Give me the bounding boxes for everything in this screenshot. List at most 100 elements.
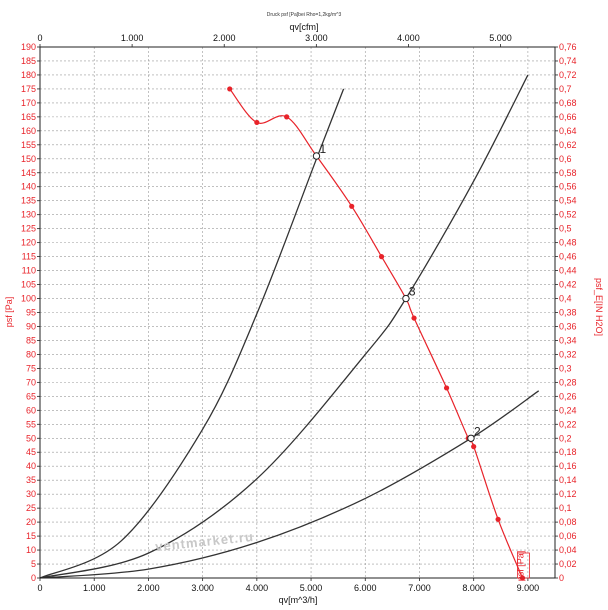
y-left-tick-label: 45 <box>26 447 36 457</box>
y-right-tick-label: 0,74 <box>559 56 577 66</box>
fan-curve-point <box>471 444 477 450</box>
fan-curve-label: psf [Pa] <box>515 551 525 582</box>
y-left-tick-label: 5 <box>31 559 36 569</box>
y-right-tick-label: 0,18 <box>559 447 577 457</box>
y-right-tick-label: 0,46 <box>559 252 577 262</box>
y-right-tick-label: 0,42 <box>559 280 577 290</box>
y-right-tick-label: 0,36 <box>559 321 577 331</box>
y-left-tick-label: 150 <box>21 154 36 164</box>
x-bottom-tick-label: 7.000 <box>408 583 431 593</box>
y-left-tick-label: 120 <box>21 238 36 248</box>
y-right-tick-label: 0 <box>559 573 564 583</box>
y-right-tick-label: 0,44 <box>559 266 577 276</box>
x-bottom-tick-label: 3.000 <box>191 583 214 593</box>
y-right-tick-label: 0,22 <box>559 419 577 429</box>
y-right-tick-label: 0,68 <box>559 98 577 108</box>
fan-curve-label-box <box>517 552 530 579</box>
x-bottom-tick-label: 5.000 <box>300 583 323 593</box>
y-left-tick-label: 180 <box>21 70 36 80</box>
y-right-tick-label: 0,62 <box>559 140 577 150</box>
y-left-tick-label: 110 <box>22 266 36 276</box>
operating-point-label: 1 <box>319 142 326 156</box>
y-right-tick-label: 0,08 <box>559 517 577 527</box>
fan-curve-point <box>254 119 260 126</box>
y-left-tick-label: 125 <box>21 224 36 234</box>
x-top-tick-label: 4.000 <box>397 33 420 43</box>
fan-curve-point <box>443 385 450 391</box>
y-right-tick-label: 0,34 <box>559 335 577 345</box>
operating-point-marker <box>402 294 410 303</box>
operating-point-label: 2 <box>474 424 481 438</box>
y-right-tick-label: 0,26 <box>559 391 577 401</box>
x-bottom-axis-label: qv[m^3/h] <box>279 595 318 605</box>
y-right-tick-label: 0,72 <box>559 70 577 80</box>
operating-point-marker <box>312 152 321 160</box>
y-left-tick-label: 85 <box>26 335 36 345</box>
y-right-tick-label: 0,32 <box>559 349 577 359</box>
y-left-tick-label: 155 <box>21 140 36 150</box>
y-right-tick-label: 0,1 <box>559 503 572 513</box>
y-left-tick-label: 145 <box>21 168 36 178</box>
y-right-tick-label: 0,06 <box>559 531 577 541</box>
y-left-tick-label: 170 <box>21 98 36 108</box>
y-right-tick-label: 0,64 <box>559 126 577 136</box>
y-right-tick-label: 0,28 <box>559 377 577 387</box>
x-top-tick-label: 3.000 <box>305 33 328 43</box>
y-right-tick-label: 0,38 <box>559 308 577 318</box>
y-left-tick-label: 20 <box>26 517 36 527</box>
y-right-tick-label: 0,3 <box>559 363 572 373</box>
y-left-tick-label: 185 <box>21 56 36 66</box>
y-right-tick-label: 0,52 <box>559 210 577 220</box>
y-right-tick-label: 0,54 <box>559 196 577 206</box>
y-left-tick-label: 40 <box>26 461 36 471</box>
y-left-tick-label: 165 <box>21 112 36 122</box>
y-right-tick-label: 0,56 <box>559 182 577 192</box>
y-right-axis-label: psf_E[IN H2O] <box>594 278 604 336</box>
x-top-axis-label: qv[cfm] <box>289 22 318 32</box>
x-bottom-tick-label: 8.000 <box>462 583 485 593</box>
fan-curve-point <box>411 315 417 321</box>
y-left-axis-label: psf [Pa] <box>4 297 14 328</box>
y-left-tick-label: 190 <box>21 42 36 52</box>
y-right-tick-label: 0,6 <box>559 154 572 164</box>
y-right-tick-label: 0,76 <box>559 42 577 52</box>
y-left-tick-label: 30 <box>26 489 36 499</box>
y-left-tick-label: 0 <box>31 573 36 583</box>
chart-title: Druck psf [Pa]bei Rho=1,2kg/m^3 <box>267 12 342 18</box>
x-bottom-tick-label: 0 <box>37 583 42 593</box>
y-left-tick-label: 25 <box>26 503 36 513</box>
y-left-tick-label: 15 <box>26 531 36 541</box>
grid <box>40 47 555 578</box>
fan-curve-point <box>227 86 233 92</box>
x-bottom-tick-label: 9.000 <box>517 583 540 593</box>
x-bottom-tick-label: 6.000 <box>354 583 377 593</box>
y-right-tick-label: 0,16 <box>559 461 577 471</box>
y-left-tick-label: 60 <box>26 405 36 415</box>
x-bottom-tick-label: 1.000 <box>83 583 106 593</box>
operating-point-label: 3 <box>409 285 416 299</box>
y-right-tick-label: 0,02 <box>559 559 577 569</box>
y-left-tick-label: 90 <box>26 321 36 331</box>
x-bottom-tick-label: 4.000 <box>246 583 269 593</box>
y-right-tick-label: 0,48 <box>559 238 577 248</box>
y-right-tick-label: 0,12 <box>559 489 577 499</box>
y-right-tick-label: 0,58 <box>559 168 577 178</box>
y-left-tick-label: 50 <box>26 433 36 443</box>
y-left-tick-label: 70 <box>26 377 36 387</box>
fan-curve-point <box>284 114 290 120</box>
y-right-tick-label: 0,04 <box>559 545 577 555</box>
y-right-tick-label: 0,24 <box>559 405 577 415</box>
operating-point-marker <box>467 434 475 442</box>
x-top-tick-label: 5.000 <box>489 33 512 43</box>
system-curve-line-2 <box>39 74 529 579</box>
y-left-tick-label: 10 <box>26 545 36 555</box>
fan-curve-point <box>378 254 385 260</box>
y-right-tick-label: 0,14 <box>559 475 577 485</box>
y-right-tick-label: 0,2 <box>559 433 572 443</box>
x-top-tick-label: 0 <box>37 33 42 43</box>
x-bottom-tick-label: 2.000 <box>137 583 160 593</box>
y-right-tick-label: 0,5 <box>559 224 572 234</box>
y-right-tick-label: 0,7 <box>559 84 572 94</box>
